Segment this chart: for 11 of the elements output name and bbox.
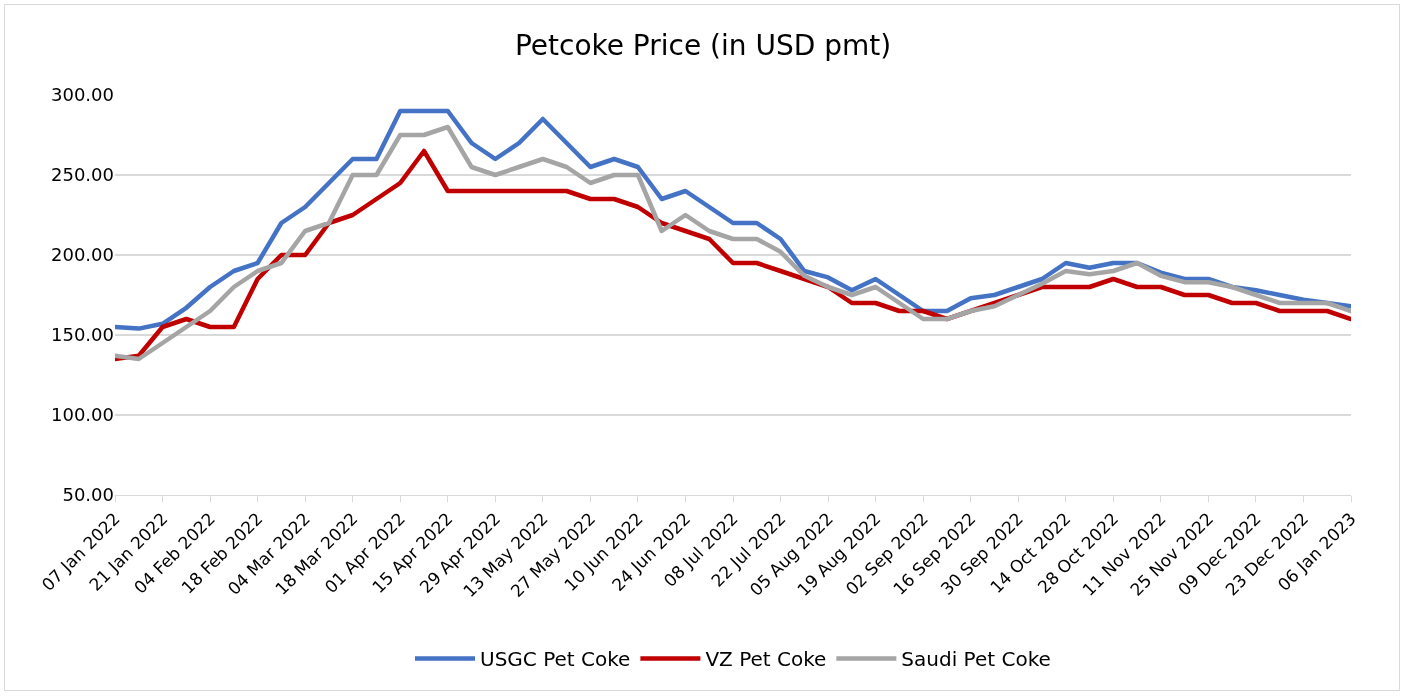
y-tick-label: 250.00 — [51, 164, 114, 186]
chart-title: Petcoke Price (in USD pmt) — [514, 29, 892, 63]
legend-label: USGC Pet Coke — [480, 647, 631, 672]
y-tick-label: 300.00 — [51, 84, 114, 106]
y-tick-label: 150.00 — [51, 324, 114, 346]
y-tick-label: 100.00 — [51, 404, 114, 426]
y-tick-label: 200.00 — [51, 244, 114, 266]
legend-label: Saudi Pet Coke — [901, 647, 1051, 672]
line-series — [115, 108, 1351, 331]
legend-label: VZ Pet Coke — [705, 647, 827, 672]
y-tick-label: 50.00 — [62, 484, 114, 506]
